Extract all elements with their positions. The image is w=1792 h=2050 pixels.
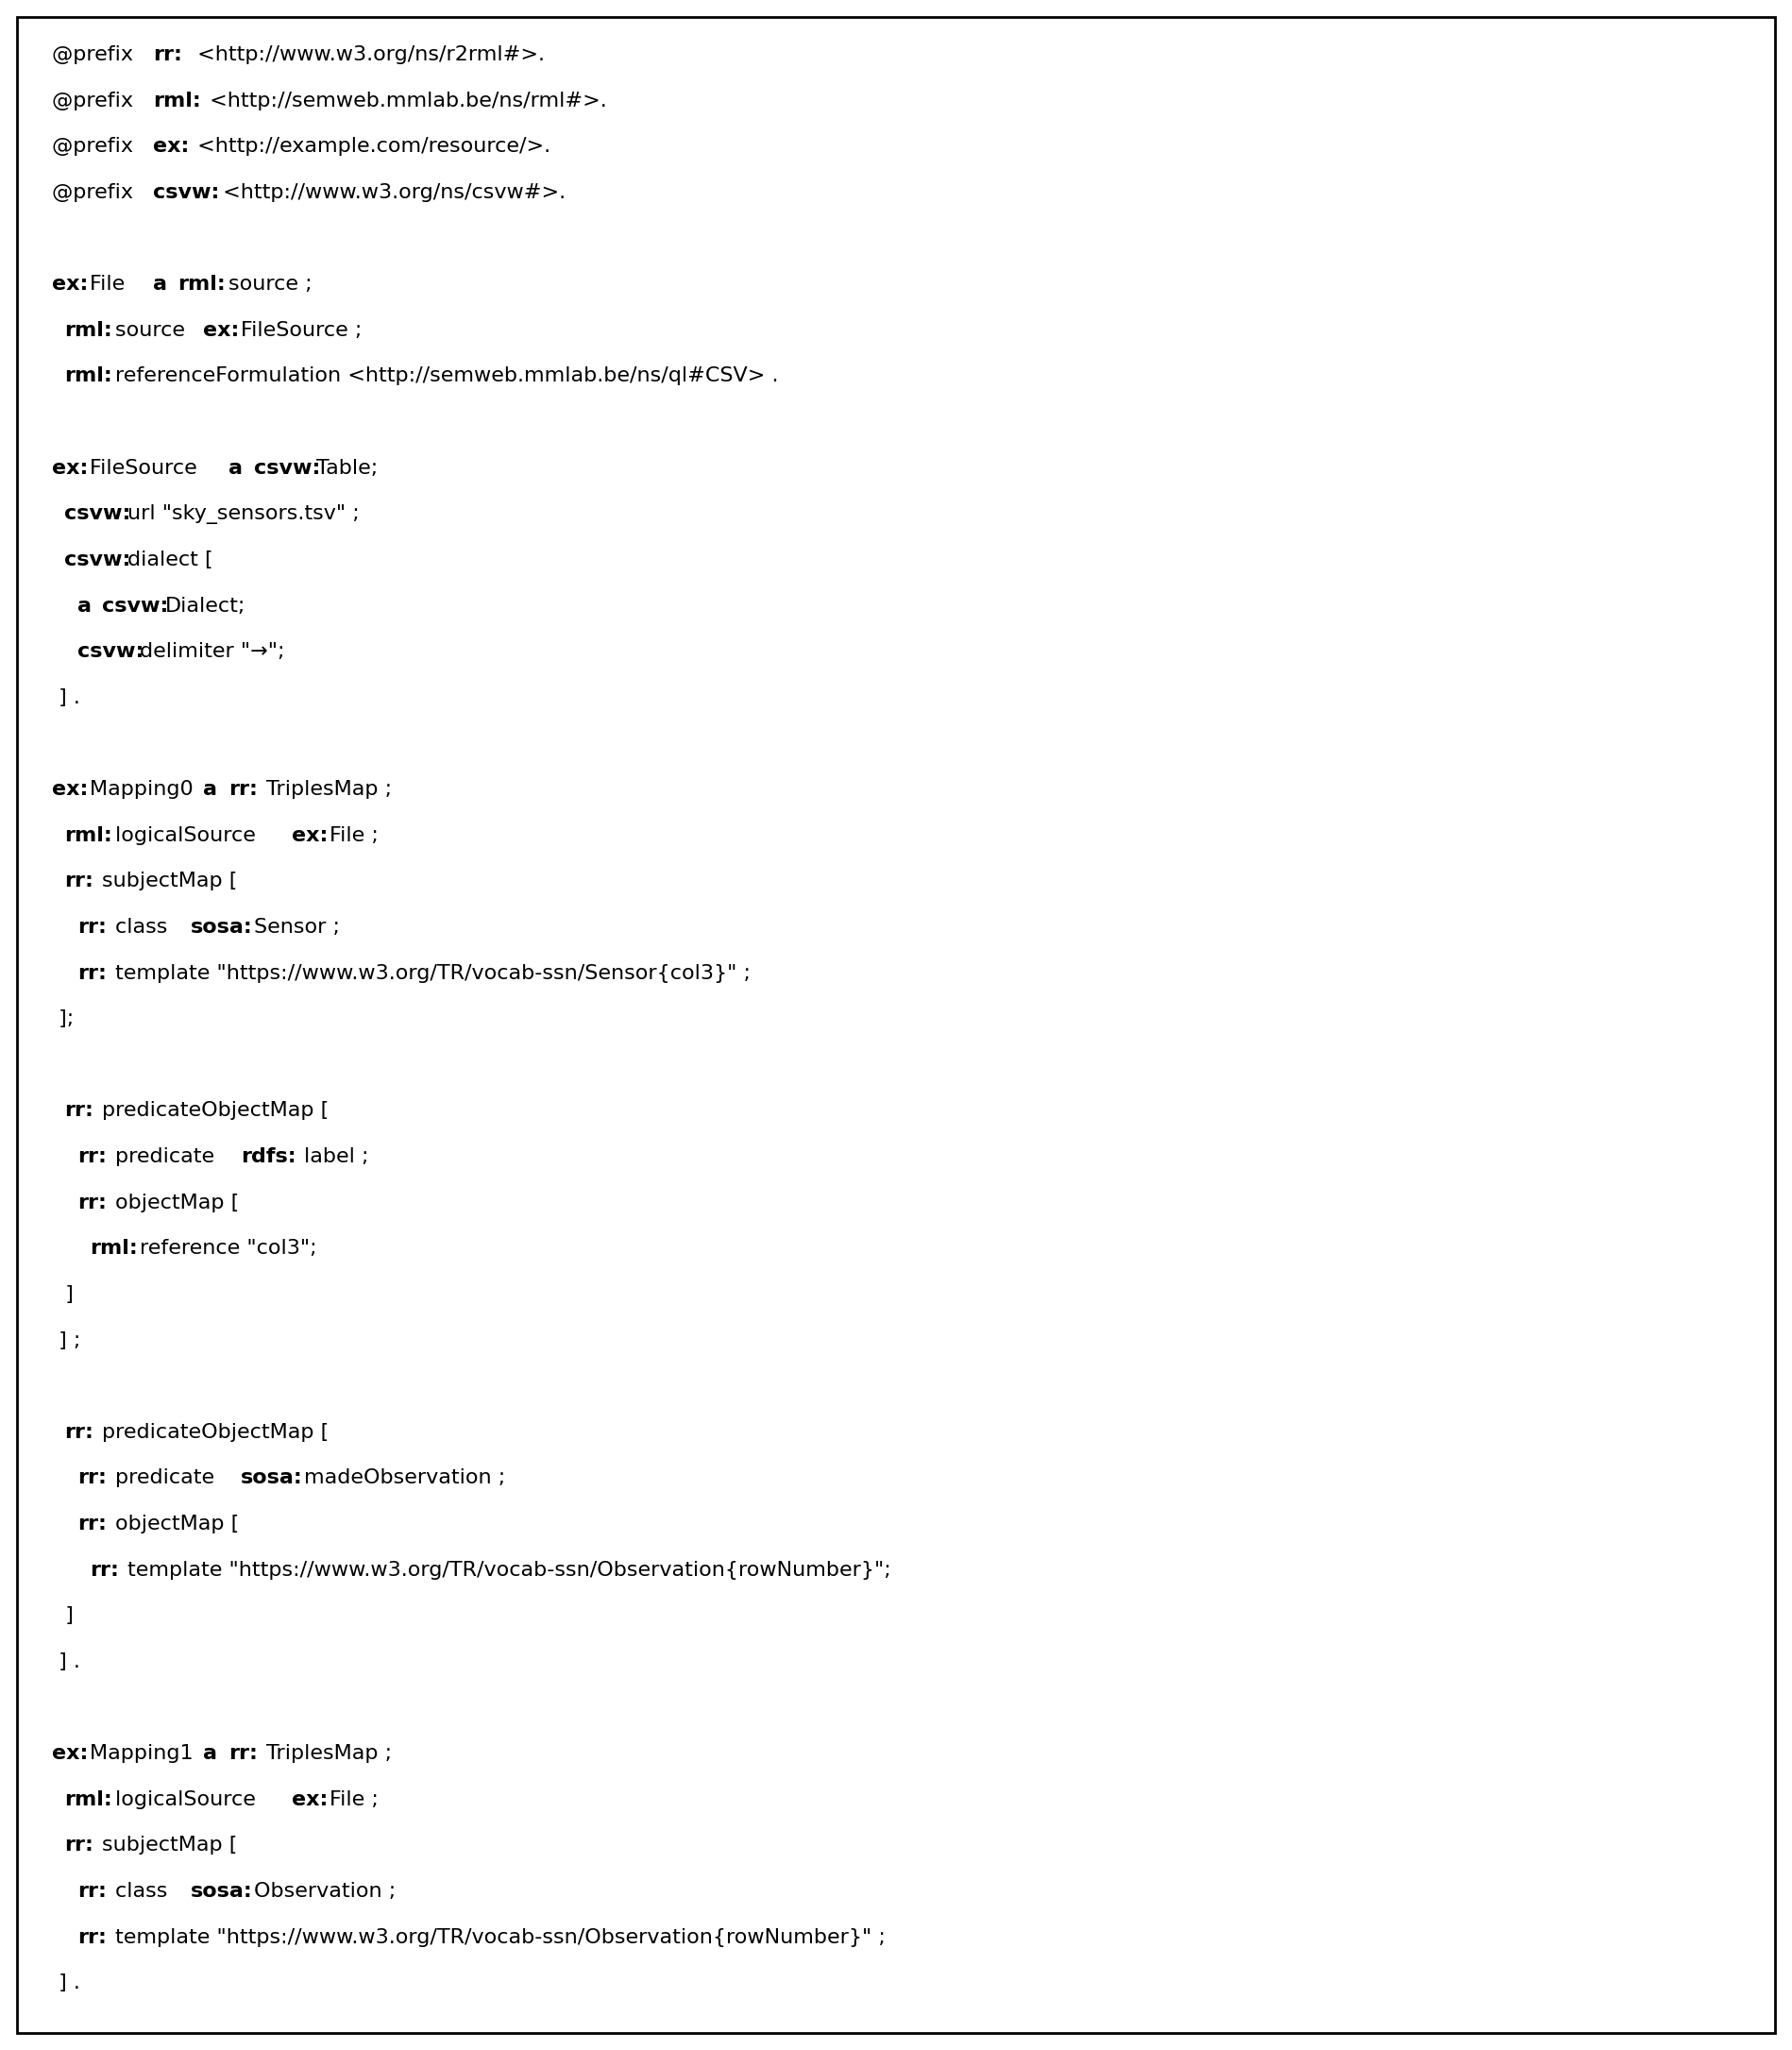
Text: sosa:: sosa: <box>190 1882 253 1900</box>
Text: objectMap [: objectMap [ <box>115 1515 238 1533</box>
Text: TriplesMap ;: TriplesMap ; <box>267 1745 392 1763</box>
Text: ex:: ex: <box>152 137 188 156</box>
Text: rdfs:: rdfs: <box>242 1148 296 1166</box>
Text: subjectMap [: subjectMap [ <box>102 1837 238 1855</box>
Text: ex:: ex: <box>52 459 88 478</box>
Text: rr:: rr: <box>77 963 106 982</box>
Text: label ;: label ; <box>305 1148 369 1166</box>
Text: ]: ] <box>52 1607 73 1626</box>
Text: ] ;: ] ; <box>52 1330 81 1349</box>
Text: logicalSource: logicalSource <box>115 1790 262 1808</box>
Text: sosa:: sosa: <box>190 918 253 937</box>
Text: source: source <box>115 322 192 340</box>
Text: @prefix: @prefix <box>52 182 140 203</box>
Text: predicate: predicate <box>115 1468 220 1488</box>
Text: class: class <box>115 1882 174 1900</box>
Text: sosa:: sosa: <box>242 1468 303 1488</box>
Text: rr:: rr: <box>65 871 93 892</box>
Text: subjectMap [: subjectMap [ <box>102 871 238 892</box>
Text: rr:: rr: <box>152 45 183 64</box>
Text: rr:: rr: <box>77 918 106 937</box>
Text: predicate: predicate <box>115 1148 220 1166</box>
Text: rr:: rr: <box>77 1193 106 1212</box>
Text: a: a <box>202 1745 217 1763</box>
Text: rml:: rml: <box>65 367 113 385</box>
Text: @prefix: @prefix <box>52 45 140 64</box>
Text: csvw:: csvw: <box>254 459 321 478</box>
Text: ex:: ex: <box>52 1745 88 1763</box>
Text: a: a <box>77 597 91 615</box>
Text: ] .: ] . <box>52 1652 81 1671</box>
Text: rr:: rr: <box>77 1468 106 1488</box>
Text: ] .: ] . <box>52 689 81 707</box>
Text: reference "col3";: reference "col3"; <box>140 1238 317 1259</box>
Text: rr:: rr: <box>65 1837 93 1855</box>
Text: ];: ]; <box>52 1009 73 1029</box>
Text: csvw:: csvw: <box>65 504 131 523</box>
Text: @prefix: @prefix <box>52 137 140 156</box>
Text: FileSource ;: FileSource ; <box>242 322 362 340</box>
Text: Observation ;: Observation ; <box>254 1882 396 1900</box>
Text: FileSource: FileSource <box>90 459 204 478</box>
Text: referenceFormulation <http://semweb.mmlab.be/ns/ql#CSV> .: referenceFormulation <http://semweb.mmla… <box>115 367 778 385</box>
Text: ex:: ex: <box>52 779 88 800</box>
Text: <http://www.w3.org/ns/r2rml#>.: <http://www.w3.org/ns/r2rml#>. <box>190 45 545 64</box>
Text: rml:: rml: <box>152 92 201 111</box>
Text: Table;: Table; <box>317 459 378 478</box>
Text: template "https://www.w3.org/TR/vocab-ssn/Observation{rowNumber}" ;: template "https://www.w3.org/TR/vocab-ss… <box>115 1927 885 1947</box>
Text: ]: ] <box>52 1285 73 1304</box>
Text: a: a <box>202 779 217 800</box>
Text: predicateObjectMap [: predicateObjectMap [ <box>102 1101 330 1119</box>
Text: Dialect;: Dialect; <box>165 597 246 615</box>
Text: csvw:: csvw: <box>152 182 219 203</box>
Text: ex:: ex: <box>292 826 328 845</box>
Text: csvw:: csvw: <box>77 642 143 662</box>
Text: rr:: rr: <box>77 1148 106 1166</box>
Text: <http://www.w3.org/ns/csvw#>.: <http://www.w3.org/ns/csvw#>. <box>215 182 564 203</box>
Text: rr:: rr: <box>77 1927 106 1947</box>
Text: Sensor ;: Sensor ; <box>254 918 340 937</box>
Text: TriplesMap ;: TriplesMap ; <box>267 779 392 800</box>
Text: rml:: rml: <box>65 1790 113 1808</box>
Text: Mapping1: Mapping1 <box>90 1745 201 1763</box>
Text: File: File <box>90 275 131 293</box>
Text: rml:: rml: <box>65 826 113 845</box>
Text: ] .: ] . <box>52 1974 81 1993</box>
Text: rml:: rml: <box>177 275 226 293</box>
Text: rr:: rr: <box>228 1745 258 1763</box>
Text: source ;: source ; <box>228 275 312 293</box>
Text: url "sky_sensors.tsv" ;: url "sky_sensors.tsv" ; <box>127 504 360 525</box>
Text: predicateObjectMap [: predicateObjectMap [ <box>102 1423 330 1441</box>
Text: rr:: rr: <box>228 779 258 800</box>
Text: rr:: rr: <box>65 1423 93 1441</box>
Text: <http://example.com/resource/>.: <http://example.com/resource/>. <box>190 137 550 156</box>
Text: ex:: ex: <box>52 275 88 293</box>
Text: rr:: rr: <box>77 1515 106 1533</box>
Text: class: class <box>115 918 174 937</box>
Text: ex:: ex: <box>202 322 240 340</box>
Text: dialect [: dialect [ <box>127 549 213 570</box>
Text: rr:: rr: <box>65 1101 93 1119</box>
Text: File ;: File ; <box>330 1790 378 1808</box>
Text: ex:: ex: <box>292 1790 328 1808</box>
Text: template "https://www.w3.org/TR/vocab-ssn/Observation{rowNumber}";: template "https://www.w3.org/TR/vocab-ss… <box>127 1560 891 1578</box>
Text: @prefix: @prefix <box>52 92 140 111</box>
Text: rml:: rml: <box>90 1238 138 1259</box>
Text: File ;: File ; <box>330 826 378 845</box>
Text: csvw:: csvw: <box>65 549 131 570</box>
Text: delimiter "→";: delimiter "→"; <box>140 642 285 662</box>
Text: template "https://www.w3.org/TR/vocab-ssn/Sensor{col3}" ;: template "https://www.w3.org/TR/vocab-ss… <box>115 963 751 982</box>
Text: Mapping0: Mapping0 <box>90 779 201 800</box>
Text: rr:: rr: <box>77 1882 106 1900</box>
Text: <http://semweb.mmlab.be/ns/rml#>.: <http://semweb.mmlab.be/ns/rml#>. <box>202 92 607 111</box>
Text: a: a <box>228 459 242 478</box>
Text: rr:: rr: <box>90 1560 118 1578</box>
Text: madeObservation ;: madeObservation ; <box>305 1468 505 1488</box>
Text: csvw:: csvw: <box>102 597 168 615</box>
Text: objectMap [: objectMap [ <box>115 1193 238 1212</box>
Text: logicalSource: logicalSource <box>115 826 262 845</box>
Text: rml:: rml: <box>65 322 113 340</box>
Text: a: a <box>152 275 167 293</box>
